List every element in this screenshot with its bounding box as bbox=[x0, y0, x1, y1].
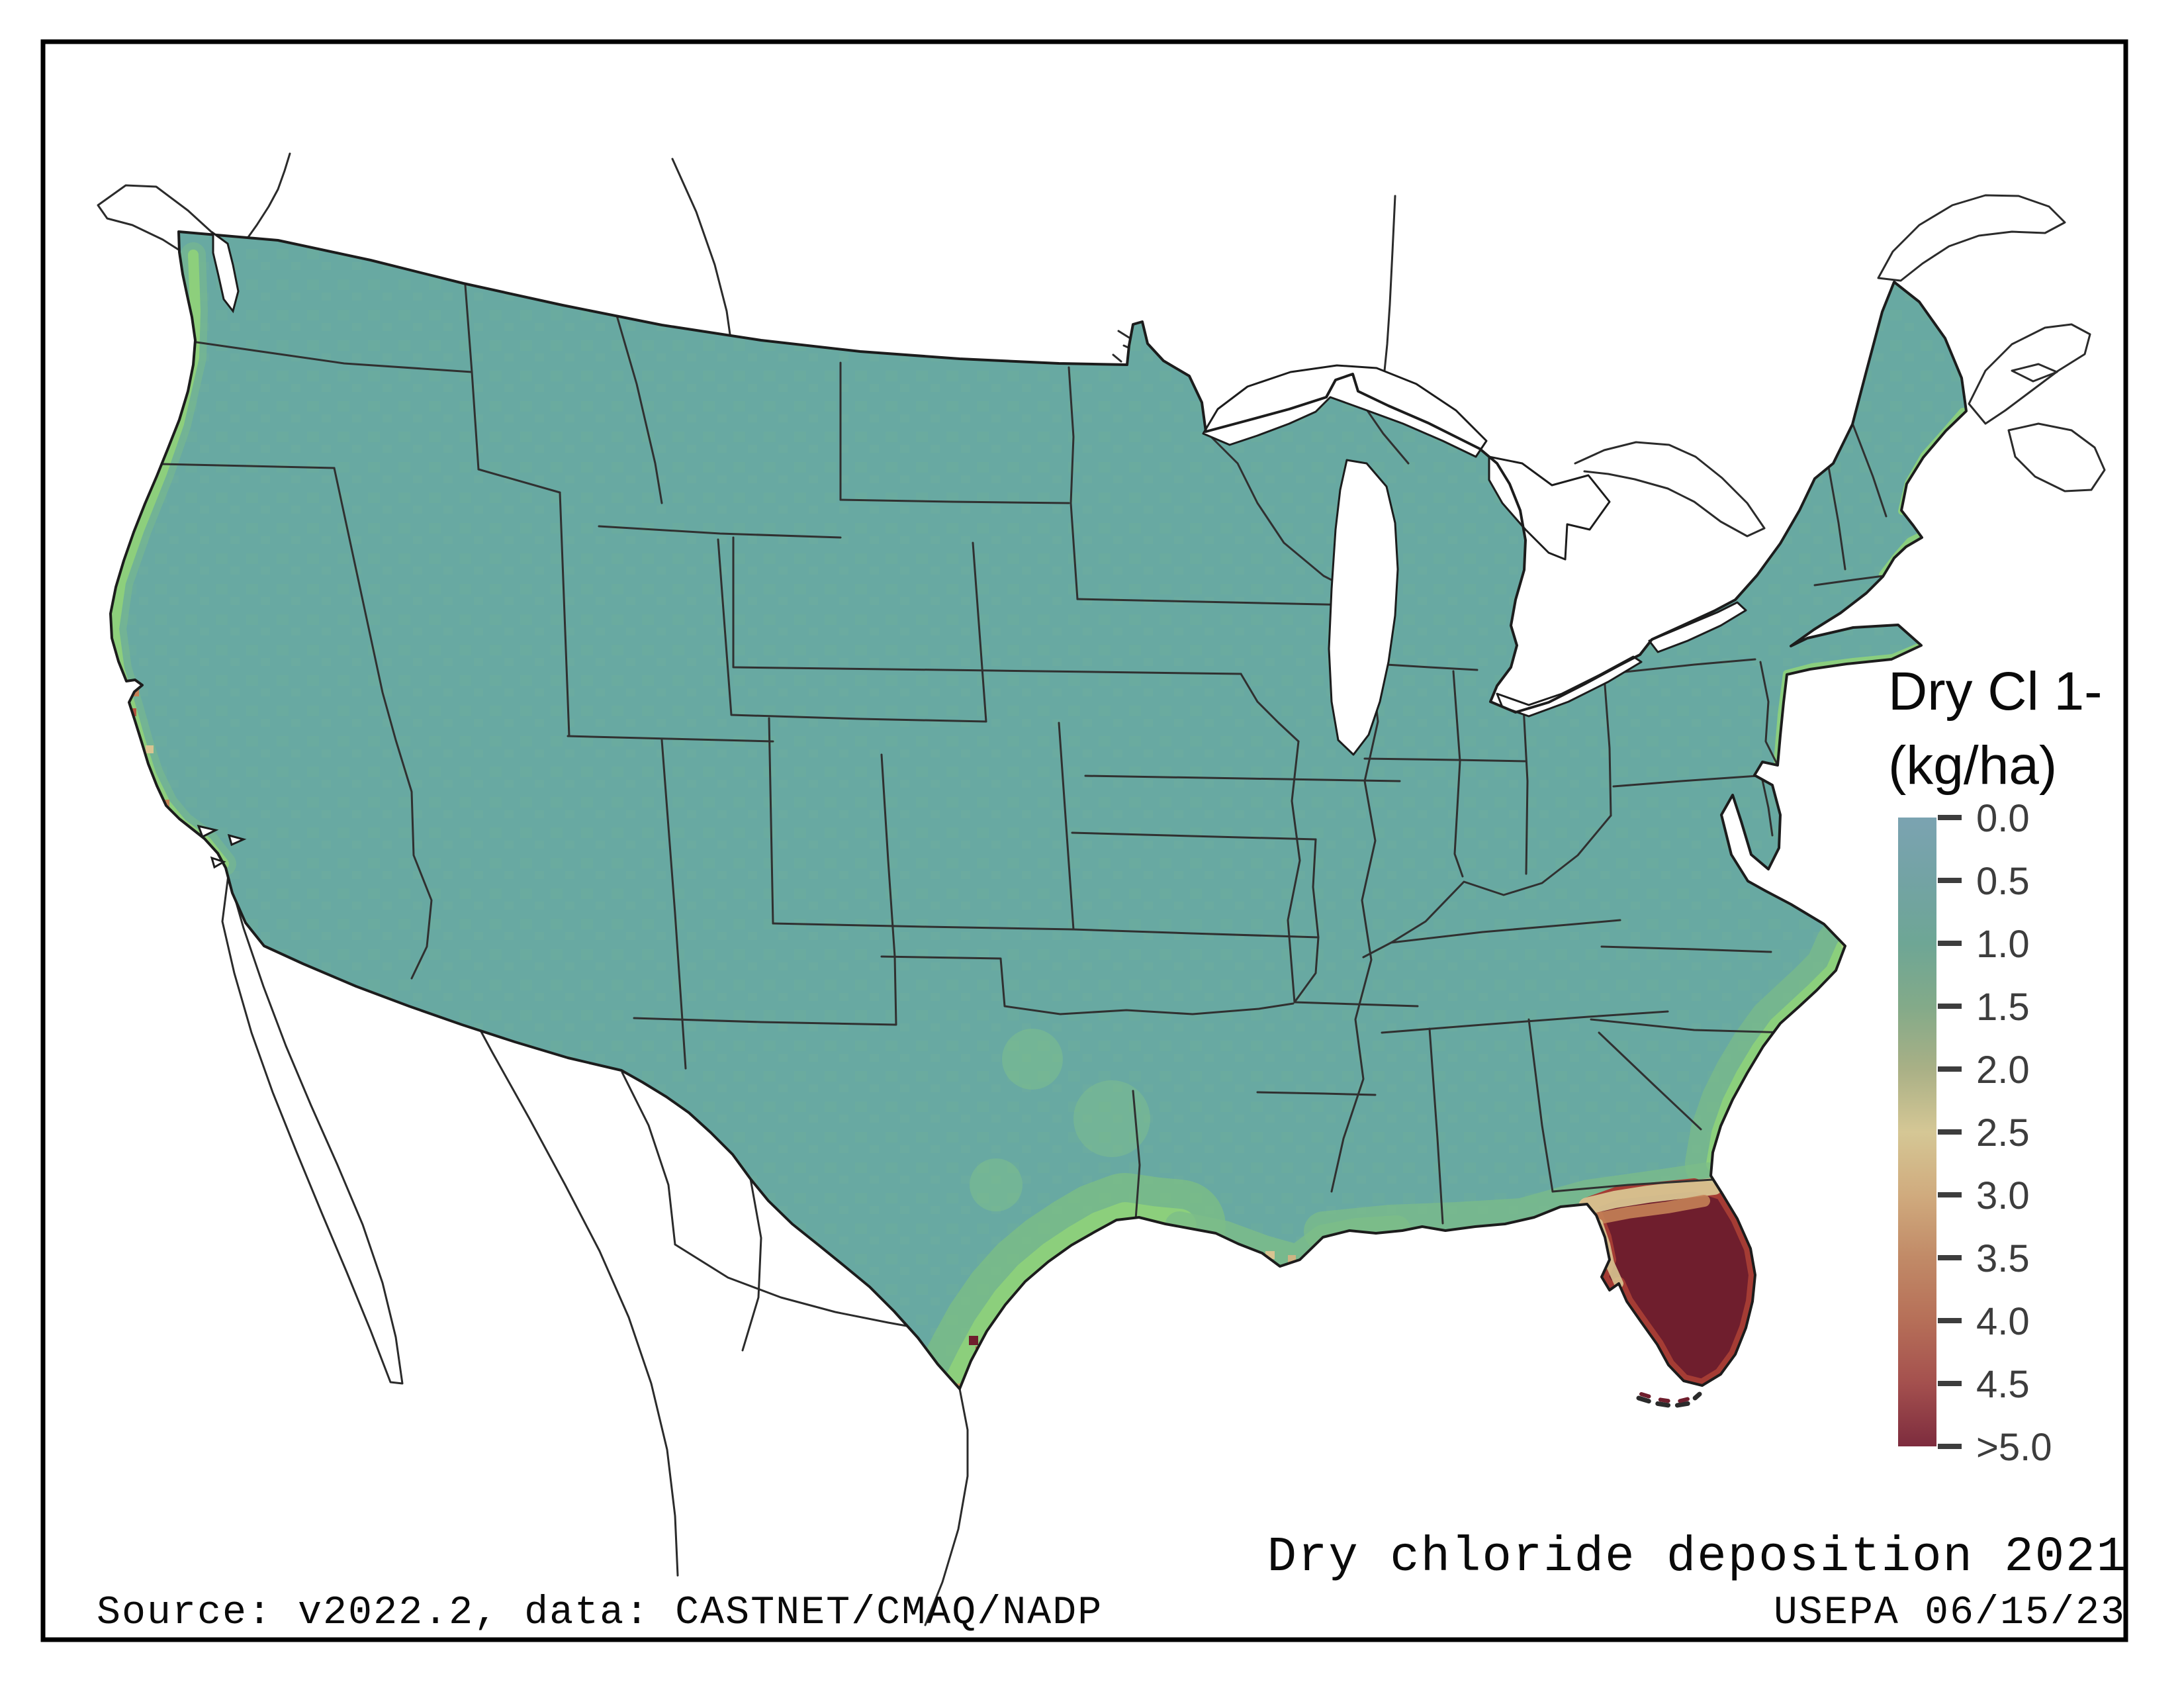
colorbar-tick-label: 3.0 bbox=[1976, 1174, 2030, 1217]
source-note: Source: v2022.2, data: CASTNET/CMAQ/NADP bbox=[97, 1591, 1103, 1636]
figure-title: Dry chloride deposition 2021 bbox=[1267, 1530, 2127, 1585]
legend: Dry Cl 1- (kg/ha) 0.0 0.5 1.0 1.5 2.0 2.5 3.0 3… bbox=[1888, 661, 2102, 1469]
screenshot-canvas: Dry Cl 1- (kg/ha) 0.0 0.5 1.0 1.5 2.0 2.5 3.0 3… bbox=[0, 0, 2184, 1688]
legend-title-line2: (kg/ha) bbox=[1888, 735, 2057, 796]
agency-date: USEPA 06/15/23 bbox=[1774, 1591, 2126, 1636]
colorbar-tick-label: 1.0 bbox=[1976, 923, 2030, 966]
nova-scotia bbox=[2009, 424, 2105, 491]
deposition-map-figure: Dry Cl 1- (kg/ha) 0.0 0.5 1.0 1.5 2.0 2.5 3.0 3… bbox=[0, 0, 2184, 1688]
colorbar-ticks: 0.0 0.5 1.0 1.5 2.0 2.5 3.0 3.5 4.0 4.5 >5.0 bbox=[1938, 797, 2052, 1469]
colorbar-tick-label: 0.5 bbox=[1976, 860, 2030, 903]
gaspe-peninsula bbox=[1878, 195, 2065, 281]
colorbar-tick-label: 0.0 bbox=[1976, 797, 2030, 840]
texas-inland-patch-3 bbox=[970, 1158, 1023, 1211]
texas-inland-patch-1 bbox=[1002, 1029, 1063, 1090]
colorbar-tick-label: 4.5 bbox=[1976, 1363, 2030, 1406]
ontario-huron-shore bbox=[1575, 442, 1764, 536]
colorbar-tick-label: >5.0 bbox=[1976, 1426, 2052, 1469]
colorbar-tick-label: 4.0 bbox=[1976, 1300, 2030, 1343]
bc-alberta-border bbox=[672, 159, 731, 339]
mexico-east-coast bbox=[925, 1389, 968, 1625]
colorbar-tick-label: 2.0 bbox=[1976, 1049, 2030, 1092]
legend-title-line1: Dry Cl 1- bbox=[1888, 661, 2102, 722]
colorbar-tick-label: 3.5 bbox=[1976, 1237, 2030, 1280]
colorbar bbox=[1898, 818, 1936, 1446]
colorbar-tick-label: 2.5 bbox=[1976, 1111, 2030, 1154]
manitoba-ontario-border bbox=[1383, 196, 1395, 384]
florida-keys bbox=[1639, 1394, 1700, 1406]
mexico-state-line-2 bbox=[743, 1179, 761, 1350]
colorbar-tick-label: 1.5 bbox=[1976, 986, 2030, 1029]
